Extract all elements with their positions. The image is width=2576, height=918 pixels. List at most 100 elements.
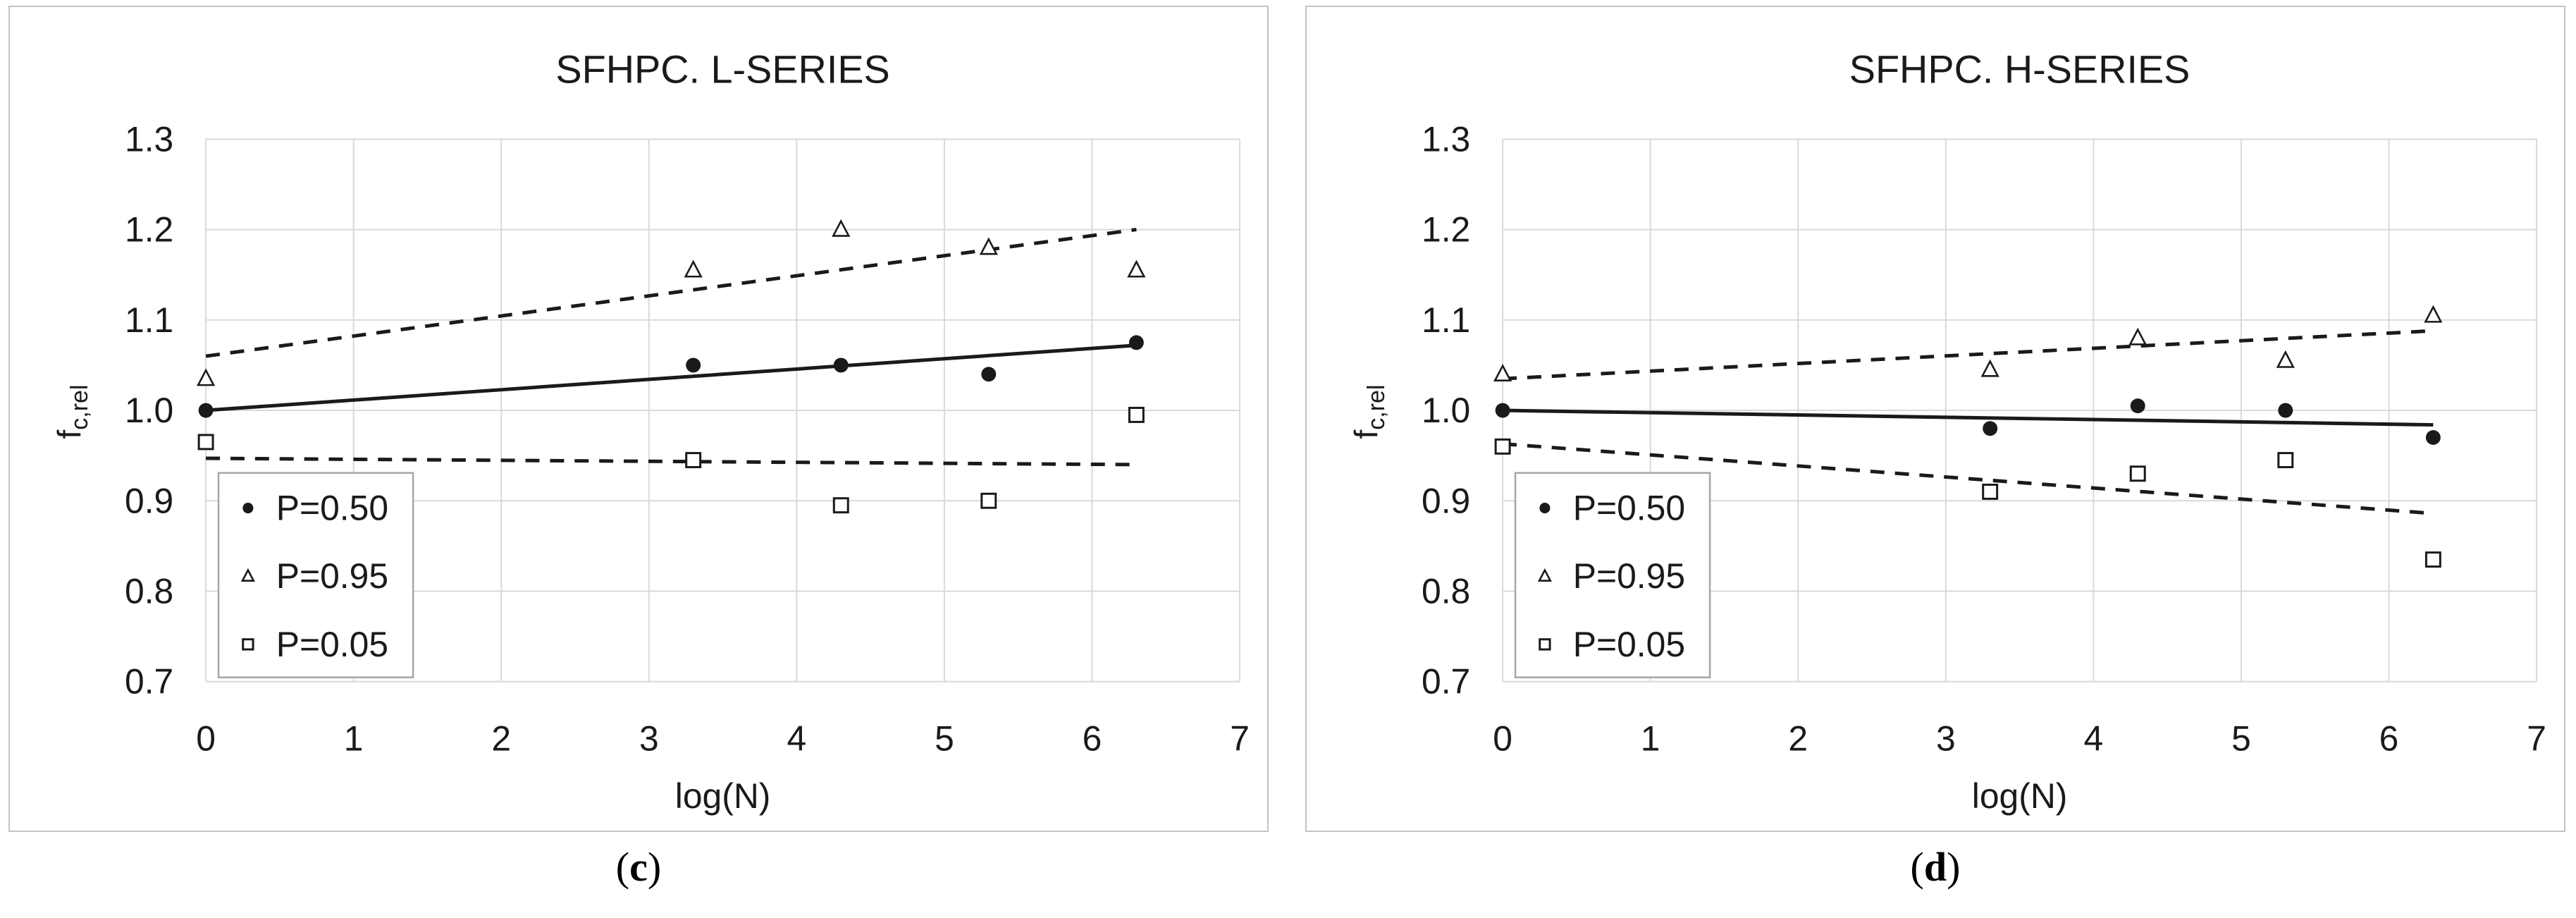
y-tick-label: 0.9 bbox=[125, 481, 173, 520]
x-tick-label: 2 bbox=[491, 718, 511, 758]
caption-letter: c bbox=[629, 844, 648, 890]
data-point-open-triangle bbox=[832, 219, 851, 237]
data-point-open-triangle bbox=[979, 237, 998, 255]
data-point-filled-circle bbox=[2130, 398, 2145, 414]
data-point-open-triangle bbox=[1980, 359, 1999, 377]
data-point-open-square bbox=[2424, 551, 2441, 568]
data-point-filled-circle bbox=[981, 367, 997, 382]
y-tick-label: 0.8 bbox=[125, 571, 173, 611]
data-point-filled-circle bbox=[686, 357, 701, 373]
data-point-open-square bbox=[980, 492, 997, 509]
chart-title: SFHPC. H-SERIES bbox=[1849, 47, 2190, 92]
y-axis-title-sub: c,rel bbox=[1363, 384, 1391, 430]
data-point-open-triangle bbox=[2128, 327, 2147, 345]
x-tick-label: 1 bbox=[344, 718, 364, 758]
data-point-filled-circle bbox=[2425, 430, 2441, 445]
subfigure-caption-c: (c) bbox=[8, 843, 1269, 891]
y-axis-title-main: f bbox=[50, 429, 87, 439]
x-axis-title: log(N) bbox=[675, 776, 771, 816]
data-point-open-square bbox=[1494, 438, 1511, 455]
data-point-open-square bbox=[685, 452, 702, 469]
legend-label: P=0.50 bbox=[276, 489, 388, 528]
data-point-filled-circle bbox=[198, 403, 214, 418]
data-point-open-triangle bbox=[1493, 363, 1512, 382]
y-tick-label: 1.0 bbox=[125, 391, 173, 430]
y-tick-label: 1.3 bbox=[1422, 119, 1470, 159]
data-point-open-square bbox=[242, 638, 254, 651]
y-axis-title-main: f bbox=[1347, 429, 1384, 439]
x-tick-label: 6 bbox=[2379, 718, 2399, 758]
data-point-filled-circle bbox=[1539, 503, 1551, 514]
data-point-open-square bbox=[2277, 452, 2294, 469]
y-tick-label: 1.3 bbox=[125, 119, 173, 159]
legend-label: P=0.05 bbox=[1573, 625, 1685, 664]
x-tick-label: 7 bbox=[1230, 718, 1250, 758]
trend-line-lower-05-fit bbox=[206, 456, 1137, 467]
data-point-open-triangle bbox=[2276, 350, 2295, 368]
data-point-open-triangle bbox=[1537, 568, 1552, 582]
trend-line-median-fit bbox=[1503, 408, 2434, 427]
x-tick-label: 5 bbox=[2231, 718, 2251, 758]
caption-letter: d bbox=[1923, 844, 1947, 890]
trend-line-lower-05-fit bbox=[1502, 442, 2434, 515]
x-tick-label: 3 bbox=[639, 718, 659, 758]
h-series-chart: P=0.50 P=0.95 P=0.05 1.3 1.2 1.1 1.0 0.9 0.8 0.7 0… bbox=[1422, 47, 2546, 816]
x-tick-label: 5 bbox=[935, 718, 954, 758]
chart-panel-h-series: P=0.50 P=0.95 P=0.05 1.3 1.2 1.1 1.0 0.9 0.8 0.7 0… bbox=[1305, 6, 2565, 832]
y-tick-label: 0.8 bbox=[1422, 571, 1470, 611]
data-point-open-square bbox=[832, 497, 849, 514]
data-point-open-square bbox=[1982, 483, 1999, 500]
y-axis-title-sub: c,rel bbox=[66, 384, 94, 430]
trend-line-median-fit bbox=[205, 343, 1137, 412]
caption-paren: ( bbox=[615, 844, 630, 890]
caption-paren: ) bbox=[1947, 844, 1961, 890]
x-tick-label: 7 bbox=[2527, 718, 2546, 758]
y-tick-label: 1.2 bbox=[125, 210, 173, 250]
caption-paren: ) bbox=[647, 844, 662, 890]
x-tick-label: 0 bbox=[1493, 718, 1512, 758]
y-tick-label: 0.7 bbox=[1422, 662, 1470, 702]
legend-label: P=0.05 bbox=[276, 625, 388, 664]
y-tick-label: 0.7 bbox=[125, 662, 173, 702]
x-axis-title: log(N) bbox=[1972, 776, 2068, 816]
data-point-open-triangle bbox=[2424, 305, 2443, 323]
x-tick-label: 1 bbox=[1641, 718, 1660, 758]
chart-panel-l-series: P=0.50 P=0.95 P=0.05 1.3 1.2 1.1 1.0 0.9 0.8 0.7 0… bbox=[8, 6, 1269, 832]
data-point-open-triangle bbox=[684, 259, 703, 278]
l-series-chart: P=0.50 P=0.95 P=0.05 1.3 1.2 1.1 1.0 0.9 0.8 0.7 0… bbox=[125, 47, 1250, 816]
data-point-filled-circle bbox=[833, 357, 849, 373]
y-tick-label: 1.1 bbox=[1422, 300, 1470, 340]
x-tick-label: 4 bbox=[2084, 718, 2104, 758]
data-point-filled-circle bbox=[2278, 403, 2293, 418]
trend-line-upper-95-fit bbox=[1502, 329, 2434, 381]
subfigure-caption-d: (d) bbox=[1305, 843, 2565, 891]
data-point-filled-circle bbox=[1128, 335, 1144, 350]
y-tick-label: 1.2 bbox=[1422, 210, 1470, 250]
x-tick-label: 2 bbox=[1788, 718, 1808, 758]
data-point-open-square bbox=[197, 434, 214, 451]
data-point-filled-circle bbox=[1983, 421, 1998, 436]
data-point-open-triangle bbox=[240, 568, 255, 582]
y-axis-title: fc,rel bbox=[1347, 384, 1391, 439]
legend-label: P=0.95 bbox=[1573, 556, 1685, 596]
caption-paren: ( bbox=[1910, 844, 1924, 890]
y-tick-label: 1.1 bbox=[125, 300, 173, 340]
y-axis-title: fc,rel bbox=[50, 384, 94, 439]
x-tick-label: 3 bbox=[1936, 718, 1956, 758]
legend-label: P=0.95 bbox=[276, 556, 388, 596]
data-point-filled-circle bbox=[1495, 403, 1510, 418]
y-tick-label: 1.0 bbox=[1422, 391, 1470, 430]
data-point-open-triangle bbox=[1127, 259, 1146, 278]
x-tick-label: 0 bbox=[196, 718, 216, 758]
data-point-open-square bbox=[1539, 638, 1551, 651]
data-point-open-triangle bbox=[196, 368, 216, 386]
data-point-filled-circle bbox=[242, 503, 254, 514]
x-tick-label: 6 bbox=[1083, 718, 1102, 758]
x-tick-label: 4 bbox=[787, 718, 807, 758]
y-tick-label: 0.9 bbox=[1422, 481, 1470, 520]
legend-label: P=0.50 bbox=[1573, 489, 1685, 528]
data-point-open-square bbox=[2129, 465, 2146, 482]
data-point-open-square bbox=[1128, 406, 1145, 423]
chart-title: SFHPC. L-SERIES bbox=[555, 47, 889, 92]
